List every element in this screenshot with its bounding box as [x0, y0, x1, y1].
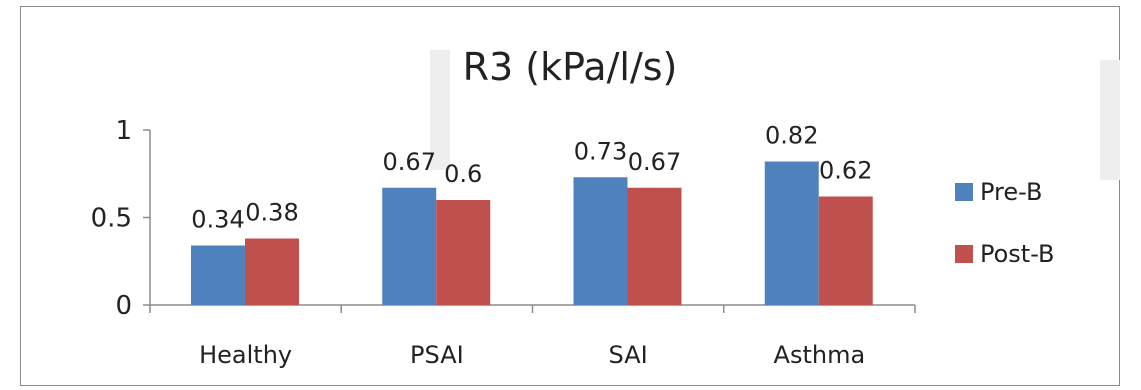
data-label: 0.6	[444, 160, 482, 188]
category-label: SAI	[609, 341, 648, 369]
bar	[191, 245, 245, 305]
y-tick-label: 0	[115, 291, 132, 321]
data-label: 0.62	[819, 157, 872, 185]
data-label: 0.38	[245, 199, 298, 227]
bar	[573, 177, 628, 305]
chart-title: R3 (kPa/l/s)	[463, 45, 678, 89]
data-label: 0.67	[628, 148, 681, 176]
category-label: Healthy	[199, 341, 292, 369]
y-tick-label: 0.5	[91, 204, 132, 234]
legend-label: Pre-B	[980, 178, 1042, 206]
bar	[764, 161, 819, 305]
data-label: 0.67	[383, 148, 436, 176]
data-label: 0.34	[191, 206, 244, 234]
category-label: Asthma	[774, 341, 866, 369]
bar	[818, 196, 873, 305]
y-tick-label: 1	[115, 116, 132, 146]
legend: Pre-B Post-B	[955, 178, 1054, 268]
bar	[436, 200, 491, 305]
legend-label: Post-B	[980, 240, 1054, 268]
bar	[382, 187, 437, 305]
watermark-decoration	[430, 50, 1120, 180]
data-label: 0.73	[574, 137, 627, 165]
bar	[245, 238, 299, 305]
chart-frame	[20, 6, 1120, 386]
bar	[627, 187, 682, 305]
data-label: 0.82	[765, 122, 818, 150]
legend-swatch	[955, 183, 973, 201]
legend-swatch	[955, 245, 973, 263]
category-label: PSAI	[410, 341, 464, 369]
